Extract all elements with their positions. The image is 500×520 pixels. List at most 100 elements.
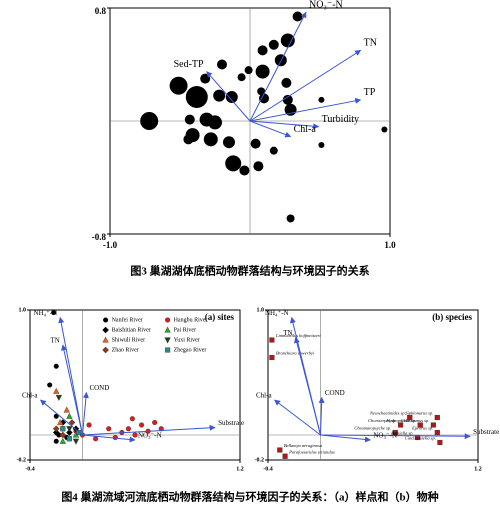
vector-label: Chl-a bbox=[256, 392, 272, 400]
bubble bbox=[292, 11, 303, 22]
x-tick-label: -0.4 bbox=[25, 466, 35, 472]
point bbox=[76, 429, 82, 436]
bubble bbox=[140, 112, 159, 130]
vector bbox=[249, 120, 320, 130]
point bbox=[51, 309, 57, 316]
vector bbox=[293, 336, 321, 436]
x-tick-label: 1.2 bbox=[236, 466, 244, 472]
point bbox=[125, 426, 131, 432]
bubble bbox=[225, 155, 242, 172]
point-label: Nesochaetinides sp. bbox=[369, 411, 406, 416]
bubble bbox=[318, 96, 325, 103]
bubble bbox=[185, 85, 208, 108]
vector bbox=[206, 71, 251, 122]
legend-marker bbox=[102, 326, 109, 334]
bubble bbox=[269, 146, 278, 155]
legend-label: Pai River bbox=[174, 327, 197, 333]
y-tick-label: 0.8 bbox=[95, 6, 107, 16]
x-tick-label: 1.2 bbox=[474, 466, 482, 472]
legend-label: Zhao River bbox=[112, 347, 139, 353]
bubble bbox=[259, 93, 269, 104]
point-label: Epeorus sp. bbox=[411, 426, 433, 431]
point-label: Cheumatopsyche sp. bbox=[354, 426, 391, 431]
vector bbox=[40, 399, 83, 436]
bubble bbox=[280, 33, 295, 48]
bubble bbox=[208, 115, 222, 130]
bubble bbox=[217, 59, 227, 70]
point-label: Bellamya aeruginosa bbox=[284, 443, 323, 448]
point bbox=[52, 429, 60, 436]
bubble bbox=[203, 132, 218, 147]
vector-label: Substrate bbox=[218, 419, 244, 427]
x-tick-label: -0.4 bbox=[263, 466, 273, 472]
bubble bbox=[318, 142, 325, 149]
vector bbox=[320, 433, 471, 440]
bubble bbox=[282, 94, 293, 105]
vector-label: NO₃⁻-N bbox=[138, 432, 162, 440]
y-tick-label: -0.2 bbox=[255, 457, 265, 463]
point-label: Choroterpes sp. bbox=[368, 418, 397, 423]
point bbox=[129, 416, 135, 422]
point bbox=[47, 382, 53, 388]
point bbox=[277, 447, 283, 453]
legend-marker bbox=[164, 337, 171, 344]
point bbox=[415, 434, 421, 441]
vector-label: NO₃⁻-N bbox=[309, 0, 343, 11]
bubble bbox=[255, 64, 270, 79]
bubble bbox=[257, 87, 266, 96]
legend-marker bbox=[164, 326, 171, 333]
vector-label: NO₃⁻-N bbox=[373, 432, 397, 440]
point-label: Parafossarulus striatulus bbox=[288, 449, 335, 454]
point bbox=[66, 426, 73, 433]
vector-label: TN bbox=[50, 337, 59, 345]
bubble bbox=[213, 89, 226, 102]
point bbox=[53, 363, 59, 369]
legend-label: Yuxi River bbox=[174, 337, 200, 343]
legend-label: Baishitian River bbox=[112, 327, 151, 333]
vector bbox=[249, 11, 307, 122]
plot-frame bbox=[267, 309, 479, 461]
point bbox=[86, 422, 92, 428]
bubble bbox=[250, 138, 261, 149]
panel-title: (a) sites bbox=[205, 312, 235, 322]
vector-label: COND bbox=[89, 384, 109, 392]
vector bbox=[58, 316, 83, 436]
legend-label: Nanfei River bbox=[112, 316, 143, 323]
vector bbox=[274, 399, 321, 436]
point-label: Baetiella sp. bbox=[391, 431, 414, 436]
vector-label: TN bbox=[283, 329, 292, 337]
vector-label: NH₄⁺-N bbox=[265, 309, 289, 317]
point bbox=[398, 422, 404, 428]
point bbox=[66, 429, 73, 436]
point bbox=[158, 426, 164, 432]
legend-label: Zhegao River bbox=[174, 347, 207, 353]
bubble bbox=[169, 76, 188, 95]
point bbox=[59, 431, 67, 439]
point-label: Siphlonurus sp. bbox=[405, 411, 433, 416]
vector-label: NH₄⁺-N bbox=[34, 309, 58, 317]
bubble bbox=[200, 73, 211, 84]
point bbox=[392, 429, 398, 436]
point bbox=[66, 412, 73, 419]
point bbox=[53, 438, 59, 444]
legend-marker bbox=[165, 317, 171, 323]
bubble bbox=[223, 136, 235, 149]
point bbox=[139, 422, 145, 428]
point bbox=[60, 426, 66, 432]
point bbox=[93, 436, 99, 442]
vector-label: Turbidity bbox=[322, 114, 359, 125]
bubble bbox=[244, 66, 253, 75]
vector-label: COND bbox=[325, 389, 345, 397]
point bbox=[434, 414, 440, 421]
point bbox=[430, 422, 436, 428]
point bbox=[269, 337, 275, 343]
vector bbox=[318, 396, 325, 436]
legend-label: Shiwuli River bbox=[112, 337, 146, 343]
point bbox=[53, 413, 59, 419]
point-label: Branchiura sowerbyi bbox=[276, 351, 315, 356]
y-tick-label: 1.0 bbox=[19, 307, 27, 313]
point bbox=[282, 453, 288, 459]
vector-label: Sed-TP bbox=[174, 59, 204, 70]
vector-label: TN bbox=[364, 38, 377, 49]
